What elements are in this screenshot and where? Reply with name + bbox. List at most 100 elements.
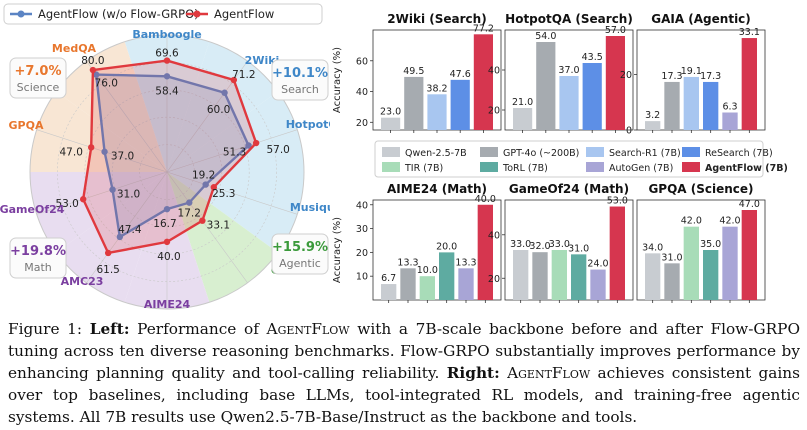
caption-right-label: Right: — [446, 364, 500, 382]
bar-search-r1-7b — [559, 76, 579, 130]
gain-group-label: Search — [281, 83, 319, 96]
bar-legend: Qwen-2.5-7B GPT-4o (~200B) Search-R1 (7B) R… — [374, 140, 788, 178]
radar-sector-gaia — [167, 172, 278, 303]
panel-title: HotpotQA (Search) — [505, 12, 633, 26]
caption-left-label: Left: — [89, 320, 130, 338]
panel-frame — [636, 29, 766, 131]
caption-brand-2: AgentFlow — [507, 364, 591, 382]
gain-value: +7.0% — [15, 64, 62, 79]
panel-frame — [372, 199, 502, 301]
bar-value-label: 34.0 — [642, 242, 663, 253]
radar-point — [186, 199, 193, 206]
gain-box-science — [9, 57, 67, 99]
radar-value-label: 25.3 — [212, 188, 235, 200]
bar-autogen-7b — [590, 269, 606, 300]
bar-value-label: 17.3 — [661, 71, 682, 82]
radar-value-label: 19.2 — [192, 170, 215, 182]
y-axis-label: Accuracy (%) — [332, 47, 343, 113]
legend-label-research-7b: ReSearch (7B) — [705, 148, 773, 159]
bar-torl-7b — [703, 250, 719, 300]
radar-axis-label-aime24: AIME24 — [144, 298, 191, 311]
y-tick-label: 30 — [356, 224, 368, 235]
bar-agentflow-7b — [741, 38, 757, 130]
y-tick-label: 20 — [356, 248, 368, 259]
bar-value-label: 10.0 — [417, 265, 438, 276]
bar-value-label: 6.3 — [722, 102, 737, 113]
bar-value-label: 31.0 — [661, 252, 682, 263]
legend-swatch-dot — [193, 10, 201, 18]
radar-value-label: 40.0 — [157, 251, 180, 263]
bar-value-label: 57.0 — [605, 25, 626, 36]
bar-value-label: 24.0 — [587, 259, 608, 270]
legend-swatch-tir-7b — [382, 162, 400, 172]
radar-point — [93, 71, 100, 78]
radar-value-label: 69.6 — [155, 48, 179, 60]
radar-sector-2wiki — [167, 41, 278, 172]
bar-qwen-2-5-7b — [381, 284, 397, 300]
radar-value-label: 47.0 — [60, 146, 83, 158]
panel-title: GAIA (Agentic) — [651, 12, 751, 26]
bar-panel-hotpotqa-search: HotpotQA (Search) 20 40 21.0 54.0 37.043.5 57.… — [488, 12, 634, 133]
legend-label-gpt-4o-200b: GPT-4o (~200B) — [503, 148, 579, 159]
bar-gpt-4o-200b — [532, 252, 548, 300]
bar-agentflow-7b — [605, 36, 625, 130]
legend-label-torl-7b: ToRL (7B) — [502, 163, 548, 174]
bar-value-label: 31.0 — [568, 243, 589, 254]
radar-value-label: 60.0 — [207, 104, 230, 116]
bar-value-label: 42.0 — [681, 216, 702, 227]
legend-label-0: AgentFlow (w/o Flow-GRPO) — [38, 7, 199, 21]
caption-text-3: achieves consistent gains over top basel… — [8, 364, 800, 426]
bar-autogen-7b — [722, 112, 738, 130]
bar-value-label: 37.0 — [558, 65, 579, 76]
radar-point — [245, 142, 252, 149]
bar-value-label: 77.2 — [473, 23, 494, 34]
y-tick-label: 60 — [356, 56, 368, 67]
legend-frame — [3, 3, 323, 25]
legend-swatch-autogen-7b — [586, 162, 604, 172]
bar-value-label: 20.0 — [436, 241, 457, 252]
radar-sector-amc23 — [56, 172, 167, 303]
bar-value-label: 6.7 — [381, 273, 396, 284]
radar-point — [163, 238, 171, 246]
bar-panel-gaia-agentic: GAIA (Agentic) 0 20 3.2 17.319.117.3 6.3 33.1 — [620, 12, 766, 137]
bar-value-label: 53.0 — [607, 196, 628, 207]
gain-value: +15.9% — [272, 240, 328, 255]
legend-swatch-search-r1-7b — [586, 147, 604, 157]
bar-value-label: 33.0 — [510, 239, 531, 250]
radar-value-label: 80.0 — [81, 55, 104, 67]
bar-gpt-4o-200b — [404, 76, 424, 130]
bar-panel-aime24-math: AIME24 (Math)102030406.713.310.020.013.3… — [332, 182, 502, 303]
bar-qwen-2-5-7b — [645, 121, 661, 130]
bar-value-label: 23.0 — [380, 107, 401, 118]
radar-value-label: 51.3 — [223, 147, 246, 159]
bar-qwen-2-5-7b — [513, 250, 529, 300]
radar-axis-label-musique: Musique — [290, 201, 330, 214]
radar-point — [101, 148, 108, 155]
y-tick-label: 20 — [488, 274, 500, 285]
radar-legend: AgentFlow (w/o Flow-GRPO) AgentFlow — [3, 3, 323, 25]
radar-point — [230, 76, 238, 84]
bar-charts: 2Wiki (Search) 20 40 60 23.0 49.538.247.6 77.2… — [332, 12, 788, 303]
y-tick-label: 0 — [626, 126, 632, 137]
bar-agentflow-7b — [609, 206, 625, 300]
radar-point — [104, 249, 112, 257]
bar-agentflow-7b — [741, 210, 757, 300]
bar-value-label: 13.3 — [455, 257, 476, 268]
gain-value: +10.1% — [272, 66, 328, 81]
radar-value-label: 53.0 — [55, 198, 78, 210]
radar-value-label: 58.4 — [155, 85, 179, 97]
y-tick-label: 40 — [488, 230, 500, 241]
bar-gpt-4o-200b — [400, 268, 416, 300]
legend-label-1: AgentFlow — [214, 7, 274, 21]
legend-label-qwen-2-5-7b: Qwen-2.5-7B — [405, 148, 467, 159]
radar-value-label: 33.1 — [207, 220, 230, 232]
bar-tir-7b — [551, 250, 567, 300]
bar-gpt-4o-200b — [664, 263, 680, 300]
radar-value-label: 16.7 — [153, 218, 176, 230]
radar-value-label: 17.2 — [178, 208, 201, 220]
bar-panel-gameof24-math: GameOf24 (Math)204033.032.033.031.024.05… — [488, 182, 634, 303]
legend-swatch-gpt-4o-200b — [480, 147, 498, 157]
bar-gpt-4o-200b — [536, 42, 556, 130]
y-tick-label: 10 — [356, 272, 368, 283]
bar-value-label: 13.3 — [397, 257, 418, 268]
